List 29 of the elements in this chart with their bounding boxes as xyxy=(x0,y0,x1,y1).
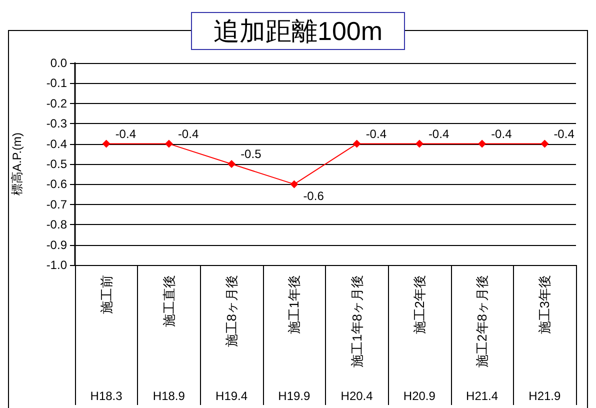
category-label: 施工3年後 H21.9 xyxy=(528,275,561,403)
category-label: 施工直後 H18.9 xyxy=(152,275,185,403)
y-tick-label: 0.0 xyxy=(50,56,68,70)
data-label: -0.6 xyxy=(303,189,324,204)
y-tick-label: -0.1 xyxy=(46,76,68,90)
category-label: 施工前 H18.3 xyxy=(90,275,122,403)
data-label: -0.5 xyxy=(240,147,262,161)
y-tick-label: -0.7 xyxy=(46,197,68,212)
category-label: 施工2年後 H20.9 xyxy=(403,275,436,403)
data-label: -0.4 xyxy=(178,126,199,141)
y-tick-label: -0.4 xyxy=(46,136,68,151)
chart-title: 追加距離100m xyxy=(213,16,383,46)
category-label: 施工8ヶ月後 H19.4 xyxy=(216,275,248,403)
y-tick-label: -0.5 xyxy=(46,157,68,171)
y-tick-label: -0.9 xyxy=(46,238,68,252)
data-label: -0.4 xyxy=(428,126,450,141)
y-tick-label: -0.8 xyxy=(46,218,68,232)
category-label: 施工2年8ヶ月後 H21.4 xyxy=(466,275,498,403)
y-tick-label: -0.6 xyxy=(46,177,68,192)
category-label: 施工1年8ヶ月後 H20.4 xyxy=(340,275,373,403)
y-tick-label: -1.0 xyxy=(46,258,68,272)
y-tick-label: -0.2 xyxy=(46,96,68,110)
data-label: -0.4 xyxy=(554,126,575,141)
y-axis-title: 標高A.P.(m) xyxy=(10,132,24,196)
data-label: -0.4 xyxy=(115,126,136,141)
y-tick-label: -0.3 xyxy=(46,116,68,131)
data-label: -0.4 xyxy=(491,126,512,141)
data-label: -0.4 xyxy=(366,126,387,141)
category-label: 施工1年後 H19.9 xyxy=(278,275,310,403)
